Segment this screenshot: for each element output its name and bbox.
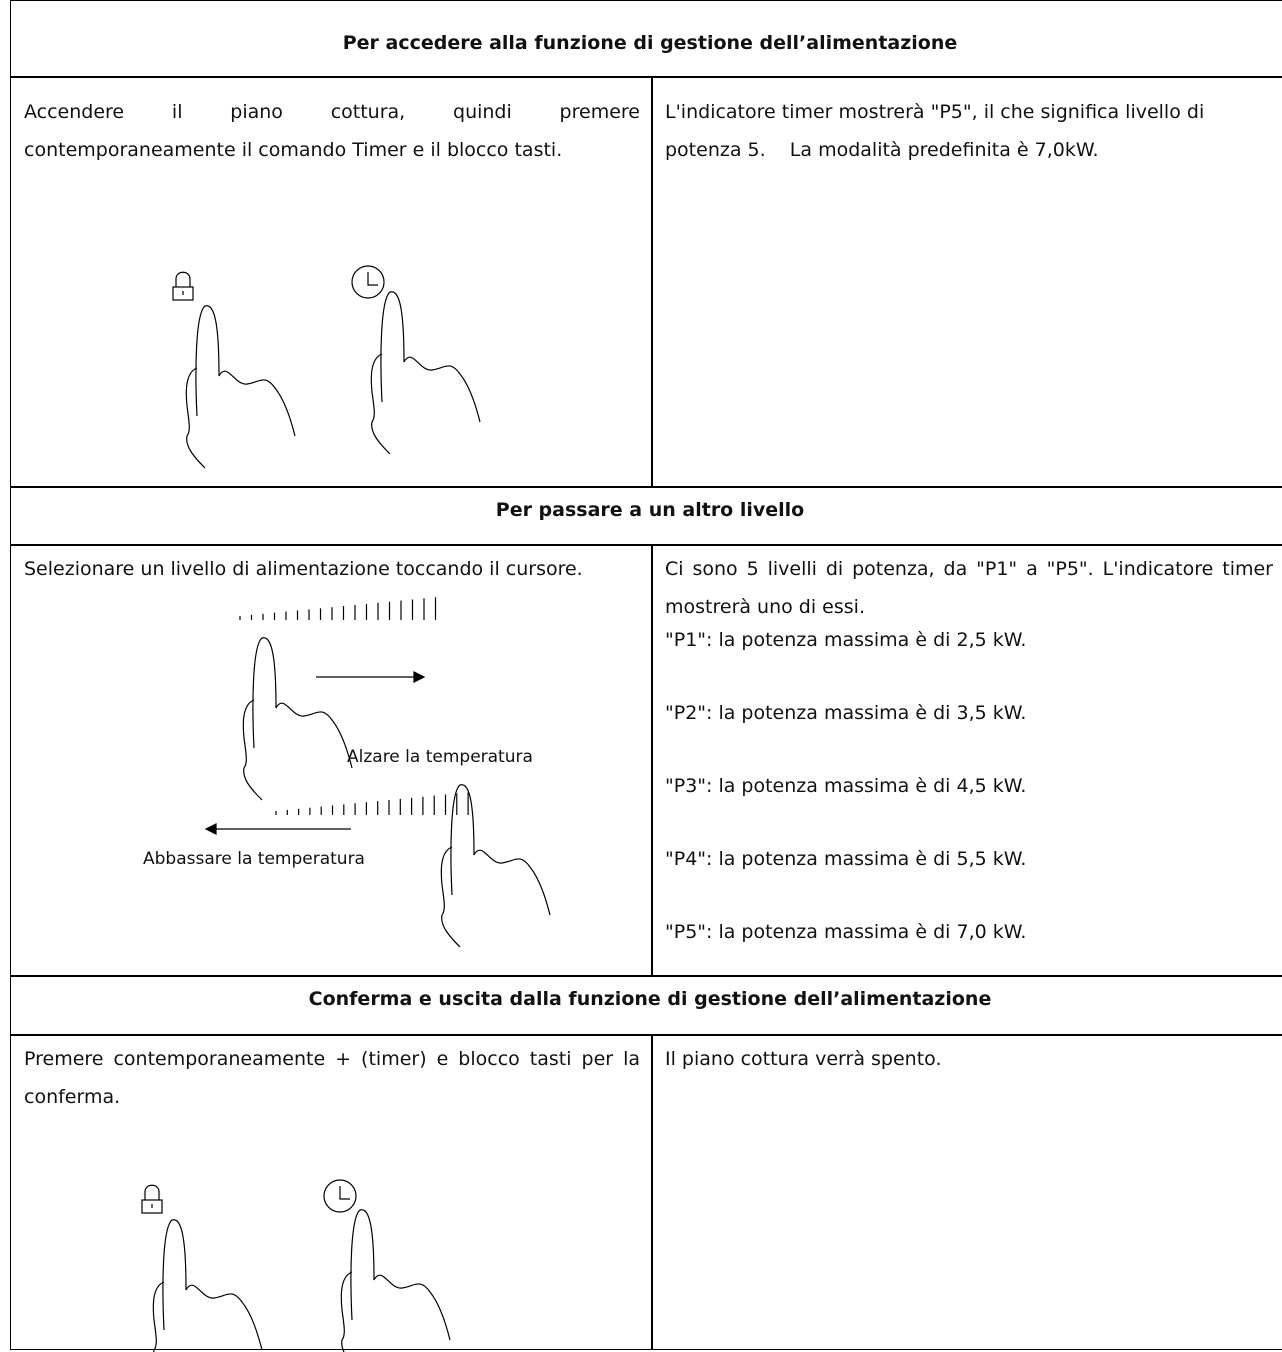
arrow-head [413, 671, 426, 683]
power-level: "P2": la potenza massima è di 3,5 kW. [665, 702, 1027, 724]
section-header: Conferma e uscita dalla funzione di gest… [10, 975, 1282, 1036]
power-level: "P5": la potenza massima è di 7,0 kW. [665, 921, 1027, 943]
power-level: "P3": la potenza massima è di 4,5 kW. [665, 775, 1027, 797]
instruction: Selezionare un livello di alimentazione … [24, 558, 583, 580]
increase-label: Alzare la temperatura [347, 747, 533, 767]
slider-illustration [239, 597, 469, 815]
timer-icon [323, 1179, 357, 1213]
hand-icon [370, 291, 481, 455]
cell [651, 76, 1282, 488]
timer-icon [351, 265, 385, 299]
description: L'indicatore timer mostrerà "P5", il che… [665, 101, 1211, 161]
instruction: Accendere il piano cottura, quindi preme… [24, 101, 640, 161]
power-level: "P4": la potenza massima è di 5,5 kW. [665, 848, 1027, 870]
cell [651, 1034, 1282, 1350]
hand-icon [152, 1219, 263, 1352]
hand-icon [440, 784, 551, 948]
description: Il piano cottura verrà spento. [665, 1048, 942, 1070]
cell [10, 1034, 653, 1350]
hand-icon [185, 305, 296, 469]
arrow-head [204, 823, 217, 835]
instruction: Premere contemporaneamente + (timer) e b… [24, 1048, 640, 1108]
section-header: Per passare a un altro livello [10, 486, 1282, 546]
hand-icon [340, 1209, 451, 1352]
power-level: "P1": la potenza massima è di 2,5 kW. [665, 629, 1027, 651]
cell [651, 544, 1282, 977]
section-header: Per accedere alla funzione di gestione d… [10, 0, 1282, 78]
description: Ci sono 5 livelli di potenza, da "P1" a … [665, 558, 1273, 618]
lock-icon [141, 1184, 163, 1214]
cell [10, 76, 653, 488]
decrease-label: Abbassare la temperatura [143, 849, 365, 869]
lock-icon [172, 271, 194, 301]
hand-icon [242, 637, 353, 801]
cell [10, 544, 653, 977]
